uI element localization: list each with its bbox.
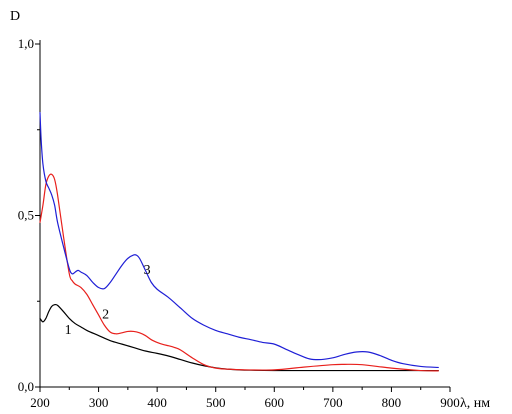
y-tick-label: 0,0 [18,379,34,394]
chart-series-group [39,112,439,372]
series-line-3 [39,112,439,369]
y-tick-label: 1,0 [18,36,34,51]
y-tick-label: 0,5 [18,208,34,223]
x-tick-label: 800 [382,395,402,410]
x-tick-label: 700 [323,395,343,410]
x-tick-label: 200 [30,395,50,410]
chart-text-group: 200 300 400 500 600 700 800 900 0,0 0,5 1,0 Dλ, нм 1… [10,9,490,411]
x-tick-label: 400 [147,395,167,410]
x-axis-title: λ, нм [460,396,490,411]
x-tick-label: 300 [89,395,109,410]
chart-axes [35,40,451,392]
x-tick-label: 500 [206,395,226,410]
curve-label-3: 3 [144,263,151,278]
curve-label-1: 1 [65,323,72,338]
x-tick-label: 600 [265,395,285,410]
series-line-1 [39,303,439,372]
y-axis-title: D [10,9,20,24]
curve-label-2: 2 [102,307,109,322]
x-tick-label: 900 [440,395,460,410]
series-line-2 [39,173,439,372]
